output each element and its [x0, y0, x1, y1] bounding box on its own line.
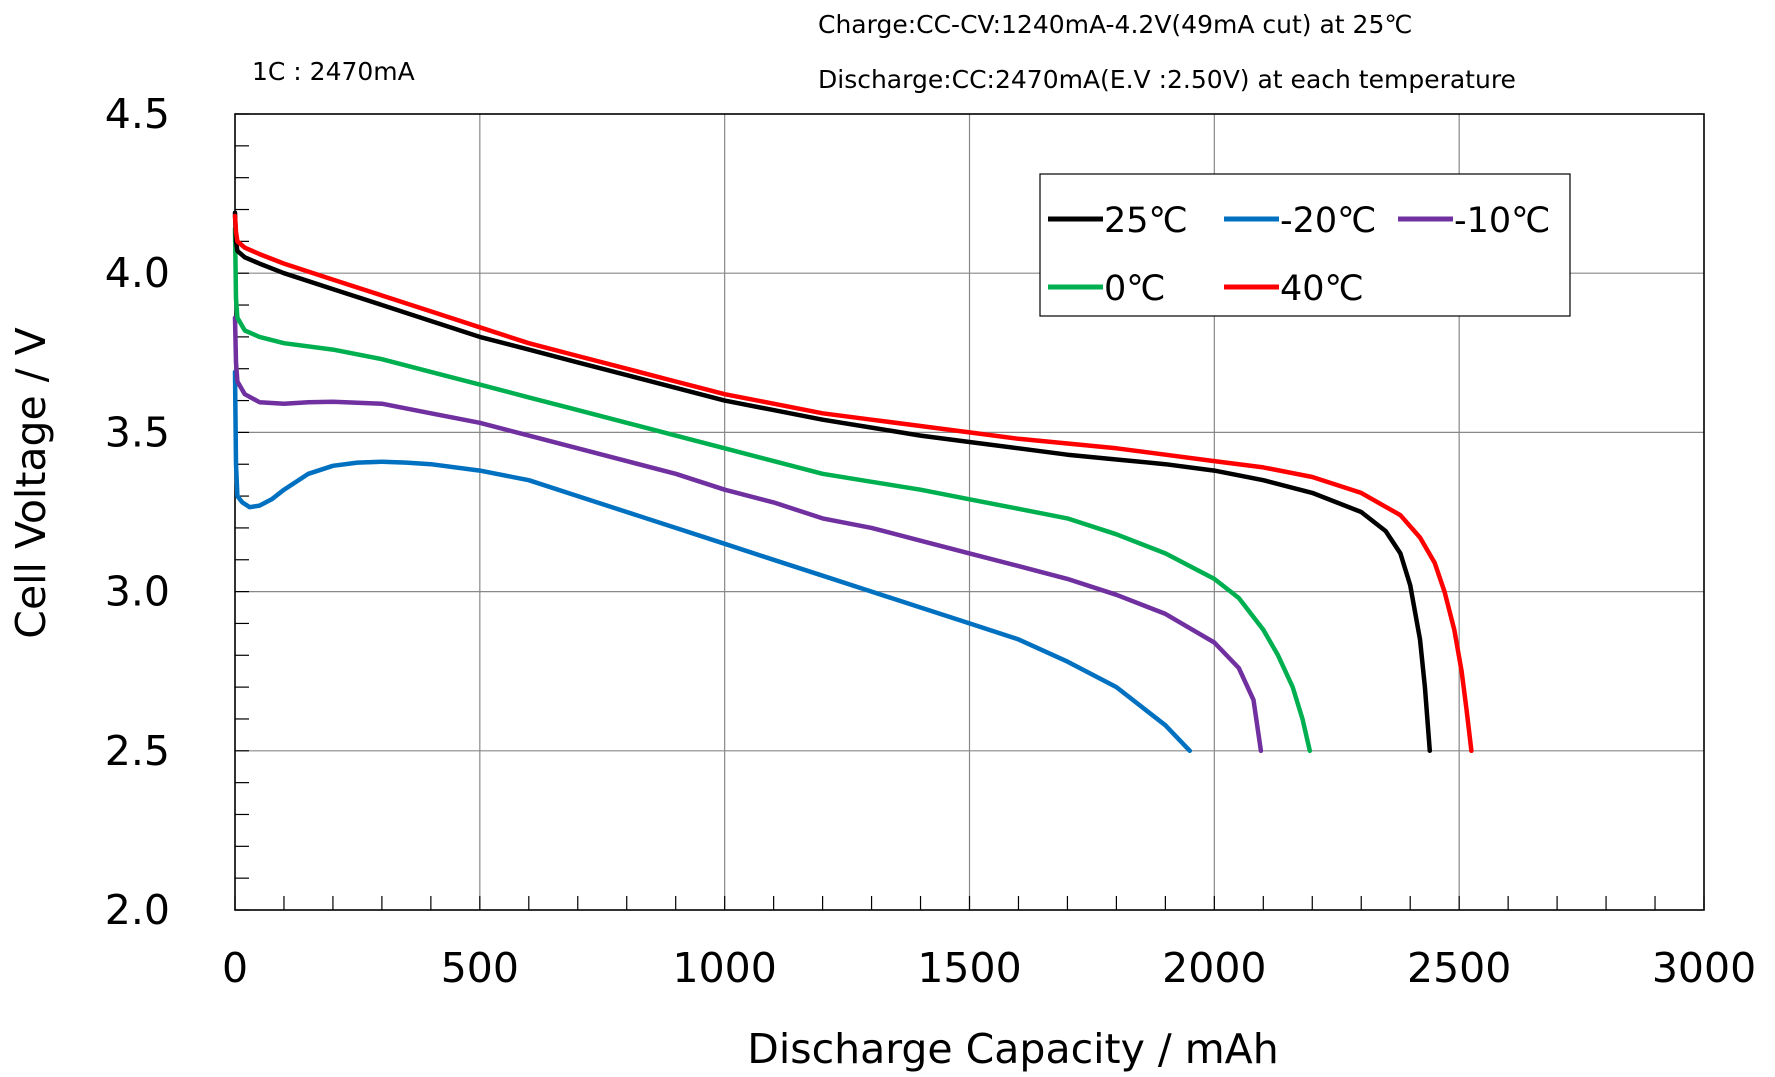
series-line [232, 213, 1474, 754]
y-tick-label: 3.0 [105, 568, 170, 616]
y-tick-labels: 2.0 2.5 3.0 3.5 4.0 4.5 [105, 90, 170, 934]
legend-label: 0℃ [1104, 269, 1166, 309]
series-line [232, 369, 1193, 754]
y-tick-label: 2.0 [105, 886, 170, 934]
series-line [232, 210, 1433, 754]
x-tick-label: 500 [441, 944, 519, 992]
y-axis-title: Cell Voltage / V [7, 327, 55, 638]
charge-annotation: Charge:CC-CV:1240mA-4.2V(49mA cut) at 25… [818, 10, 1412, 39]
y-tick-label: 2.5 [105, 727, 170, 775]
x-tick-labels: 0 500 1000 1500 2000 2500 3000 [222, 944, 1756, 992]
x-tick-label: 3000 [1652, 944, 1756, 992]
x-tick-label: 2000 [1162, 944, 1266, 992]
legend: 25℃ -20℃ -10℃ 0℃ 40℃ [1039, 173, 1571, 317]
legend-box [1039, 173, 1571, 317]
series-line [232, 226, 1313, 754]
legend-label: 40℃ [1280, 269, 1364, 309]
plot-frame [234, 113, 1705, 911]
legend-label: -10℃ [1454, 201, 1550, 241]
x-tick-label: 1000 [672, 944, 776, 992]
x-tick-label: 0 [222, 944, 248, 992]
rate-annotation: 1C : 2470mA [252, 57, 415, 86]
y-tick-label: 4.5 [105, 90, 170, 138]
series-layer [232, 210, 1474, 754]
discharge-annotation: Discharge:CC:2470mA(E.V :2.50V) at each … [818, 65, 1516, 94]
series-line [232, 315, 1264, 754]
x-tick-label: 2500 [1407, 944, 1511, 992]
legend-label: 25℃ [1104, 201, 1188, 241]
x-axis-title: Discharge Capacity / mAh [747, 1025, 1278, 1073]
x-tick-label: 1500 [917, 944, 1021, 992]
y-tick-label: 3.5 [105, 408, 170, 456]
legend-label: -20℃ [1280, 201, 1376, 241]
y-tick-label: 4.0 [105, 249, 170, 297]
